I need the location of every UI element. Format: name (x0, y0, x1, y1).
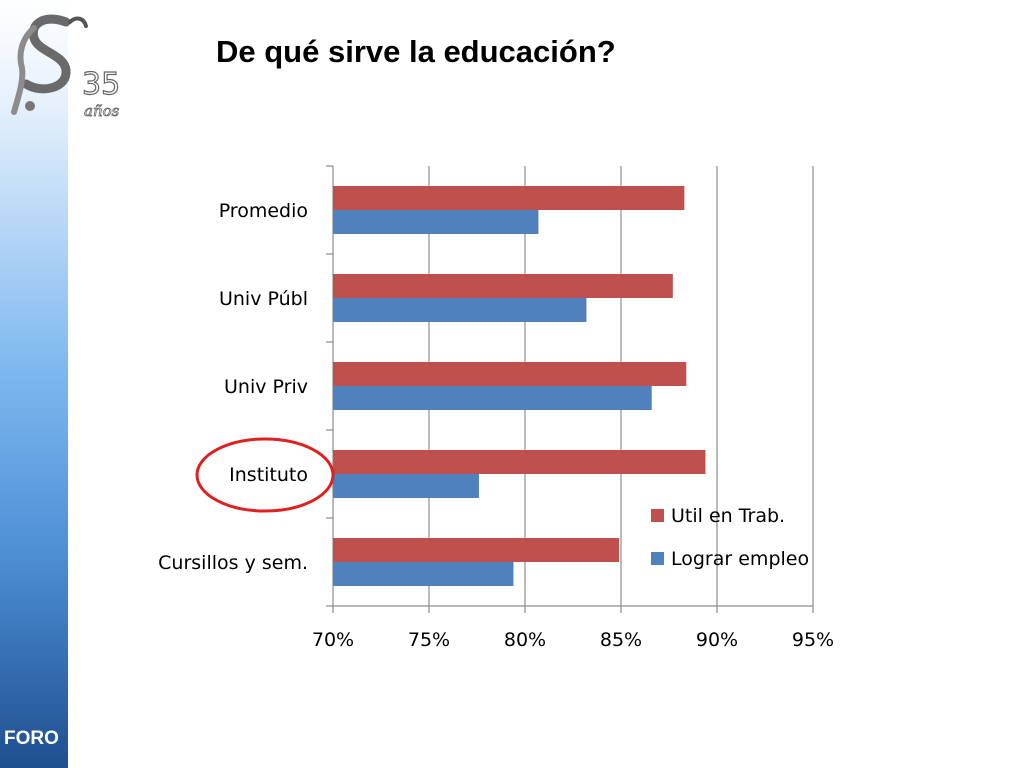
bar-lograr-empleo (333, 474, 479, 498)
legend-label: Util en Trab. (671, 505, 785, 527)
svg-text:35: 35 (82, 67, 120, 102)
x-tick-label: 90% (696, 629, 738, 651)
bar-lograr-empleo (333, 298, 587, 322)
bar-util-en-trab (333, 186, 685, 210)
bar-util-en-trab (333, 274, 673, 298)
foro-label: FORO (4, 728, 59, 749)
bar-util-en-trab (333, 362, 687, 386)
category-label: Instituto (229, 464, 308, 486)
s-35-anos-logo-icon: 35 años (11, 14, 121, 120)
bar-lograr-empleo (333, 210, 539, 234)
x-tick-label: 80% (504, 629, 546, 651)
bar-lograr-empleo (333, 386, 652, 410)
x-tick-label: 95% (792, 629, 834, 651)
page-title: De qué sirve la educación? (216, 34, 616, 69)
bar-lograr-empleo (333, 562, 514, 586)
side-gradient-strip (0, 0, 68, 768)
category-label: Univ Públ (219, 288, 308, 310)
x-tick-label: 75% (408, 629, 450, 651)
legend-swatch (651, 552, 664, 565)
x-tick-label: 70% (312, 629, 354, 651)
x-tick-label: 85% (600, 629, 642, 651)
category-label: Univ Priv (224, 376, 308, 398)
category-label: Cursillos y sem. (158, 552, 308, 574)
bar-util-en-trab (333, 450, 706, 474)
svg-text:años: años (84, 102, 120, 120)
legend-label: Lograr empleo (671, 548, 809, 570)
legend-swatch (651, 509, 664, 522)
bar-util-en-trab (333, 538, 620, 562)
category-label: Promedio (219, 200, 308, 222)
highlight-circle (195, 437, 335, 513)
